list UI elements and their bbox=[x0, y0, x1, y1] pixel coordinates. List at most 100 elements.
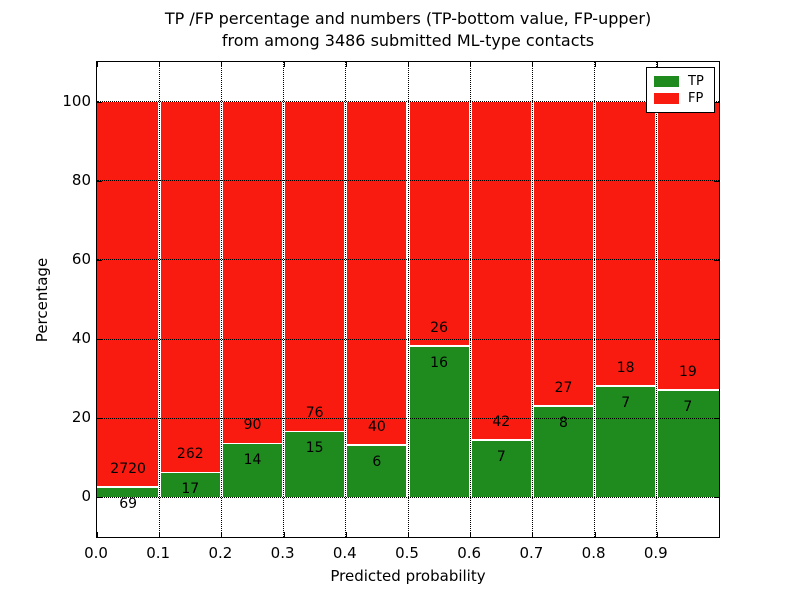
fp-count-label: 262 bbox=[176, 446, 204, 463]
y-tick-mark bbox=[714, 101, 719, 103]
x-tick-label: 0.2 bbox=[208, 544, 233, 562]
tp-count-label: 8 bbox=[559, 414, 568, 431]
x-tick-label: 0.7 bbox=[519, 544, 544, 562]
gridline-vertical bbox=[158, 62, 160, 537]
y-tick-label: 20 bbox=[71, 408, 91, 427]
y-tick-label: 100 bbox=[62, 91, 91, 110]
gridline-vertical bbox=[283, 62, 285, 537]
tp-bar bbox=[658, 390, 719, 498]
x-tick-mark bbox=[283, 62, 285, 67]
gridline-vertical bbox=[220, 62, 222, 537]
y-tick-mark bbox=[714, 180, 719, 182]
chart-title-line1: TP /FP percentage and numbers (TP-bottom… bbox=[164, 9, 652, 28]
x-tick-label: 0.8 bbox=[581, 544, 606, 562]
x-tick-label: 0.4 bbox=[332, 544, 357, 562]
x-tick-mark bbox=[408, 532, 409, 537]
legend-label: FP bbox=[688, 91, 704, 106]
x-tick-mark bbox=[345, 532, 347, 537]
x-tick-mark bbox=[345, 62, 347, 67]
gridline-vertical bbox=[345, 62, 347, 537]
fp-legend-swatch bbox=[654, 93, 679, 104]
x-tick-mark bbox=[656, 62, 658, 67]
tp-bar bbox=[471, 440, 531, 498]
y-tick-label: 40 bbox=[71, 329, 91, 348]
x-tick-mark bbox=[532, 532, 534, 537]
gridline-vertical bbox=[656, 62, 658, 537]
x-tick-mark bbox=[221, 532, 223, 537]
x-tick-label: 0.3 bbox=[270, 544, 295, 562]
x-tick-mark bbox=[656, 532, 658, 537]
fp-bar bbox=[285, 101, 345, 431]
legend-label: TP bbox=[688, 74, 704, 89]
fp-bar bbox=[222, 101, 283, 443]
fp-bar bbox=[658, 101, 719, 390]
fp-count-label: 76 bbox=[305, 405, 324, 422]
x-tick-label: 0.1 bbox=[146, 544, 171, 562]
fp-bar bbox=[409, 101, 469, 346]
y-tick-mark bbox=[97, 497, 102, 499]
fp-bar bbox=[160, 101, 220, 472]
x-tick-mark bbox=[470, 62, 472, 67]
tp-count-label: 69 bbox=[119, 495, 138, 512]
tp-count-label: 7 bbox=[496, 448, 506, 465]
x-tick-mark bbox=[532, 62, 534, 67]
tp-bar bbox=[97, 487, 158, 498]
fp-count-label: 42 bbox=[492, 413, 511, 430]
gridline-vertical bbox=[531, 62, 533, 537]
tp-count-label: 7 bbox=[621, 394, 631, 411]
x-tick-mark bbox=[594, 62, 596, 67]
x-tick-label: 0.9 bbox=[643, 544, 668, 562]
y-tick-mark bbox=[97, 180, 102, 182]
x-tick-mark bbox=[97, 62, 98, 67]
y-tick-mark bbox=[97, 101, 102, 103]
x-tick-mark bbox=[408, 62, 409, 67]
x-tick-mark bbox=[470, 532, 472, 537]
tp-count-label: 16 bbox=[430, 354, 448, 371]
fp-bar bbox=[347, 101, 407, 445]
x-tick-mark bbox=[283, 532, 285, 537]
tp-bar bbox=[409, 346, 469, 498]
tp-count-label: 6 bbox=[372, 453, 382, 470]
x-tick-mark bbox=[97, 532, 98, 537]
fp-bar bbox=[533, 101, 594, 406]
fp-count-label: 26 bbox=[430, 319, 448, 336]
tp-count-label: 15 bbox=[305, 440, 324, 457]
fp-count-label: 27 bbox=[554, 379, 573, 396]
y-tick-mark bbox=[714, 339, 719, 341]
y-tick-mark bbox=[97, 339, 102, 341]
tp-count-label: 14 bbox=[243, 452, 262, 469]
fp-bar bbox=[471, 101, 531, 440]
fp-count-label: 40 bbox=[367, 418, 386, 435]
y-tick-mark bbox=[714, 418, 719, 420]
x-tick-mark bbox=[159, 532, 161, 537]
legend-row: TP bbox=[654, 75, 707, 88]
tp-bar bbox=[222, 444, 283, 498]
tp-legend-swatch bbox=[654, 76, 679, 87]
chart-title: TP /FP percentage and numbers (TP-bottom… bbox=[96, 8, 720, 52]
gridline-vertical bbox=[407, 62, 409, 537]
plot-area: 2720 69 262 17 90 14 76 15 40 6 26 16 42 7 27 8 18 7 19 7 bbox=[96, 61, 720, 538]
x-tick-label: 0.5 bbox=[395, 544, 419, 562]
y-tick-mark bbox=[97, 418, 102, 420]
legend-row: FP bbox=[654, 92, 707, 105]
tp-bar bbox=[596, 386, 656, 498]
x-tick-mark bbox=[594, 532, 596, 537]
legend: TP FP bbox=[646, 67, 715, 113]
fp-bar bbox=[596, 101, 656, 386]
tp-bar bbox=[160, 473, 220, 498]
y-tick-label: 0 bbox=[81, 487, 91, 506]
tp-count-label: 17 bbox=[181, 481, 200, 498]
fp-bar bbox=[97, 101, 158, 487]
y-tick-mark bbox=[97, 259, 102, 261]
fp-count-label: 2720 bbox=[110, 460, 146, 477]
chart-title-line2: from among 3486 submitted ML-type contac… bbox=[221, 31, 595, 50]
fp-count-label: 90 bbox=[243, 417, 262, 434]
y-tick-mark bbox=[714, 497, 719, 499]
y-tick-mark bbox=[714, 259, 719, 261]
tp-bar bbox=[347, 445, 407, 498]
y-tick-label: 80 bbox=[71, 170, 91, 189]
x-axis-label: Predicted probability bbox=[330, 567, 486, 585]
gridline-vertical bbox=[469, 62, 471, 537]
x-tick-label: 0.0 bbox=[84, 544, 108, 562]
